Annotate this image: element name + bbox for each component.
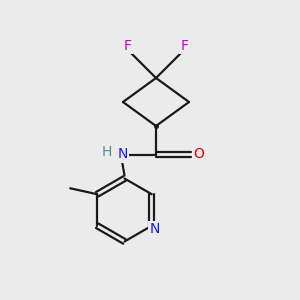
Text: N: N [118, 148, 128, 161]
Text: H: H [101, 145, 112, 159]
Text: F: F [181, 39, 188, 53]
Text: O: O [194, 148, 204, 161]
Text: N: N [150, 222, 160, 236]
Text: F: F [124, 39, 131, 53]
